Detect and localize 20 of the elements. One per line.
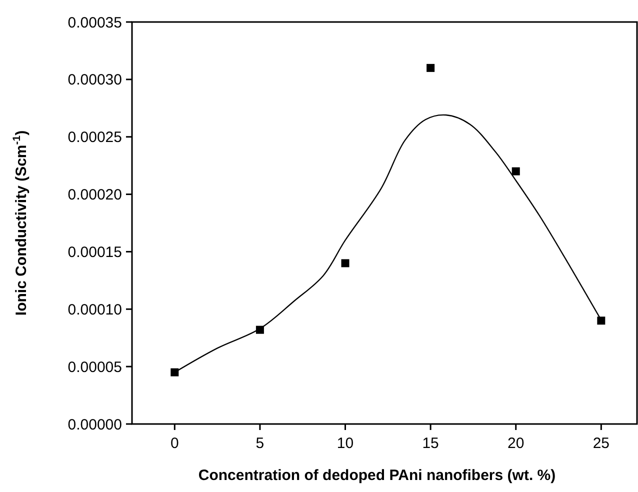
x-tick-label: 5 [256,435,264,452]
point [170,368,179,376]
point [512,167,520,176]
x-tick-label: 15 [422,435,439,452]
y-tick-label: 0.00005 [68,358,122,376]
y-tick-label: 0.00000 [68,416,122,434]
x-tick-label: 0 [170,435,179,452]
x-axis-title: Concentration of dedoped PAni nanofibers (wt. %) [198,467,556,484]
y-tick-label: 0.00025 [68,129,122,146]
point [341,259,350,268]
y-tick-label: 0.00035 [68,14,122,32]
x-tick-label: 10 [336,435,354,452]
y-tick-label: 0.00010 [68,301,122,318]
y-tick-label: 0.00030 [68,72,122,89]
y-tick-label: 0.00020 [68,186,122,204]
x-tick-label: 20 [508,435,524,452]
point [426,64,435,72]
y-tick-label: 0.00015 [68,244,122,261]
x-tick-label: 25 [592,435,610,452]
point [597,316,606,325]
